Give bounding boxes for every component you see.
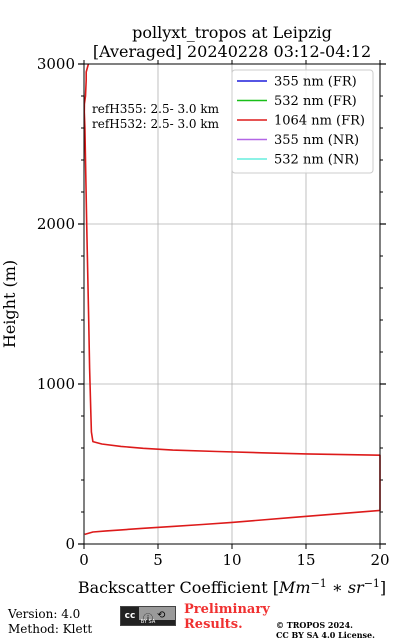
- chart-title-line1: pollyxt_tropos at Leipzig: [132, 23, 332, 42]
- version-text: Version: 4.0: [8, 607, 81, 621]
- x-tick-label: 10: [222, 551, 241, 569]
- x-tick-label: 5: [153, 551, 163, 569]
- license-line2: CC BY SA 4.0 License.: [276, 630, 375, 640]
- prelim-line2: Results.: [184, 617, 243, 632]
- method-text: Method: Klett: [8, 622, 93, 636]
- x-tick-label: 15: [296, 551, 315, 569]
- y-tick-label: 3000: [37, 55, 75, 73]
- prelim-line1: Preliminary: [184, 602, 270, 617]
- data-lines: [83, 63, 381, 536]
- sa-icon: ⟲: [157, 610, 166, 621]
- legend-entry: 532 nm (NR): [274, 153, 359, 168]
- by-icon: ⓘ: [143, 610, 153, 625]
- license-text: © TROPOS 2024. CC BY SA 4.0 License.: [276, 620, 375, 640]
- legend-entry: 1064 nm (FR): [274, 114, 365, 129]
- ref-height-355: refH355: 2.5- 3.0 km: [92, 102, 220, 116]
- y-tick-label: 2000: [37, 215, 75, 233]
- legend-box: [231, 69, 374, 174]
- cc-license-icon: cc ⓘ ⟲ BY SA: [120, 606, 176, 626]
- plot-frame: [83, 63, 381, 545]
- y-axis-label: Height (m): [0, 260, 19, 348]
- series-line-1064-nm-fr-: [83, 63, 381, 536]
- legend-entry: 532 nm (FR): [274, 94, 357, 109]
- y-tick-label: 1000: [37, 375, 75, 393]
- cc-strip: BY SA: [121, 620, 175, 625]
- y-tick-label: 0: [65, 535, 75, 553]
- license-line1: © TROPOS 2024.: [276, 620, 353, 630]
- ref-height-532: refH532: 2.5- 3.0 km: [92, 117, 220, 131]
- x-tick-label: 0: [79, 551, 89, 569]
- x-axis-label: Backscatter Coefficient [Mm−1 ∗ sr−1]: [78, 577, 386, 597]
- version-method-info: Version: 4.0 Method: Klett: [8, 607, 92, 637]
- legend-entry: 355 nm (FR): [274, 75, 357, 90]
- legend: 355 nm (FR) 532 nm (FR) 1064 nm (FR) 355 nm…: [231, 69, 374, 174]
- x-tick-label: 20: [370, 551, 389, 569]
- backscatter-chart: pollyxt_tropos at Leipzig [Averaged] 202…: [0, 23, 390, 597]
- legend-entry: 355 nm (NR): [274, 133, 359, 148]
- chart-title-line2: [Averaged] 20240228 03:12-04:12: [93, 42, 371, 61]
- tick-labels: 0 5 10 15 20 0 1000 2000 3000: [37, 55, 390, 569]
- preliminary-results-note: Preliminary Results.: [184, 602, 270, 632]
